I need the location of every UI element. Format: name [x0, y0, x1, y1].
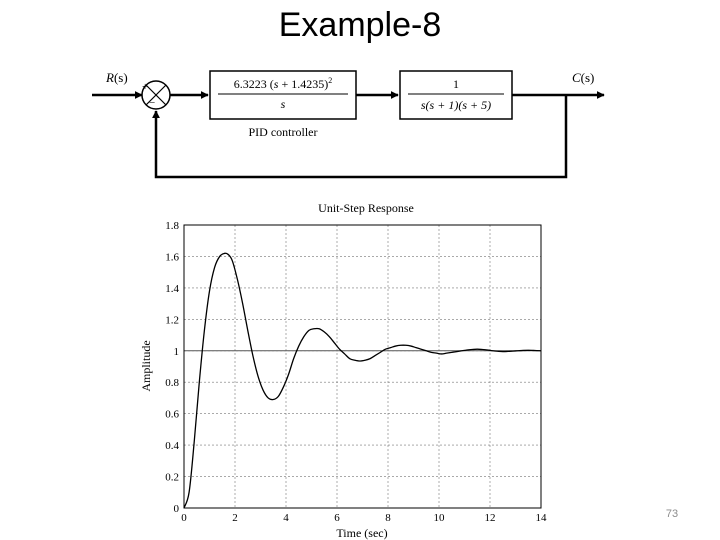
y-tick-label: 1.6 — [165, 251, 179, 263]
y-tick-labels: 0 0.2 0.4 0.6 0.8 1 1.2 1.4 1.6 1.8 — [165, 220, 179, 515]
y-tick-label: 0.6 — [165, 409, 179, 421]
input-label: R(s) — [105, 70, 128, 85]
slide-title: Example-8 — [278, 6, 442, 44]
x-tick-label: 12 — [485, 512, 496, 524]
pid-numerator: 6.3223 (s + 1.4235)2 — [234, 76, 332, 91]
plant-denominator: s(s + 1)(s + 5) — [421, 98, 491, 112]
summing-cross-b — [145, 84, 167, 106]
pid-denominator: s — [281, 97, 286, 111]
plant-block: 1 s(s + 1)(s + 5) — [399, 70, 513, 120]
y-tick-label: 1.4 — [165, 283, 179, 295]
x-axis-label: Time (sec) — [336, 526, 387, 540]
summing-junction: + − — [141, 80, 171, 110]
y-tick-label: 1 — [174, 346, 180, 358]
pid-controller-block: 6.3223 (s + 1.4235)2 s — [209, 70, 357, 120]
x-tick-label: 10 — [434, 512, 446, 524]
chart-grid — [183, 224, 542, 509]
pid-caption: PID controller — [249, 125, 318, 139]
block-diagram: R(s) + − 6.3223 (s + 1.4235)2 s PID cont… — [92, 70, 605, 179]
y-axis-label: Amplitude — [139, 340, 153, 391]
series-line-response — [183, 252, 542, 509]
sum-minus-sign: − — [149, 97, 155, 109]
plant-block-frame — [399, 70, 513, 120]
x-tick-label: 8 — [385, 512, 391, 524]
output-label: C(s) — [572, 70, 594, 85]
y-tick-label: 1.2 — [165, 314, 179, 326]
feedback-path — [152, 95, 568, 179]
plant-numerator: 1 — [453, 77, 459, 91]
y-tick-label: 0.2 — [165, 472, 179, 484]
x-tick-label: 6 — [334, 512, 340, 524]
y-tick-label: 0 — [174, 503, 180, 515]
y-tick-label: 0.8 — [165, 377, 179, 389]
x-tick-label: 14 — [536, 512, 548, 524]
y-tick-label: 0.4 — [165, 440, 179, 452]
x-tick-labels: 0 2 4 6 8 10 12 14 — [181, 512, 547, 524]
plot-frame — [183, 224, 542, 509]
slide-number: 73 — [665, 508, 679, 520]
x-tick-label: 0 — [181, 512, 187, 524]
x-tick-label: 2 — [232, 512, 238, 524]
step-response-chart: Unit-Step Response 0 0.2 0.4 0.6 0.8 1 1.2 1.4 1… — [139, 201, 547, 540]
sum-plus-sign: + — [142, 81, 148, 93]
y-tick-label: 1.8 — [165, 220, 179, 232]
chart-title: Unit-Step Response — [318, 201, 414, 215]
x-tick-label: 4 — [283, 512, 289, 524]
